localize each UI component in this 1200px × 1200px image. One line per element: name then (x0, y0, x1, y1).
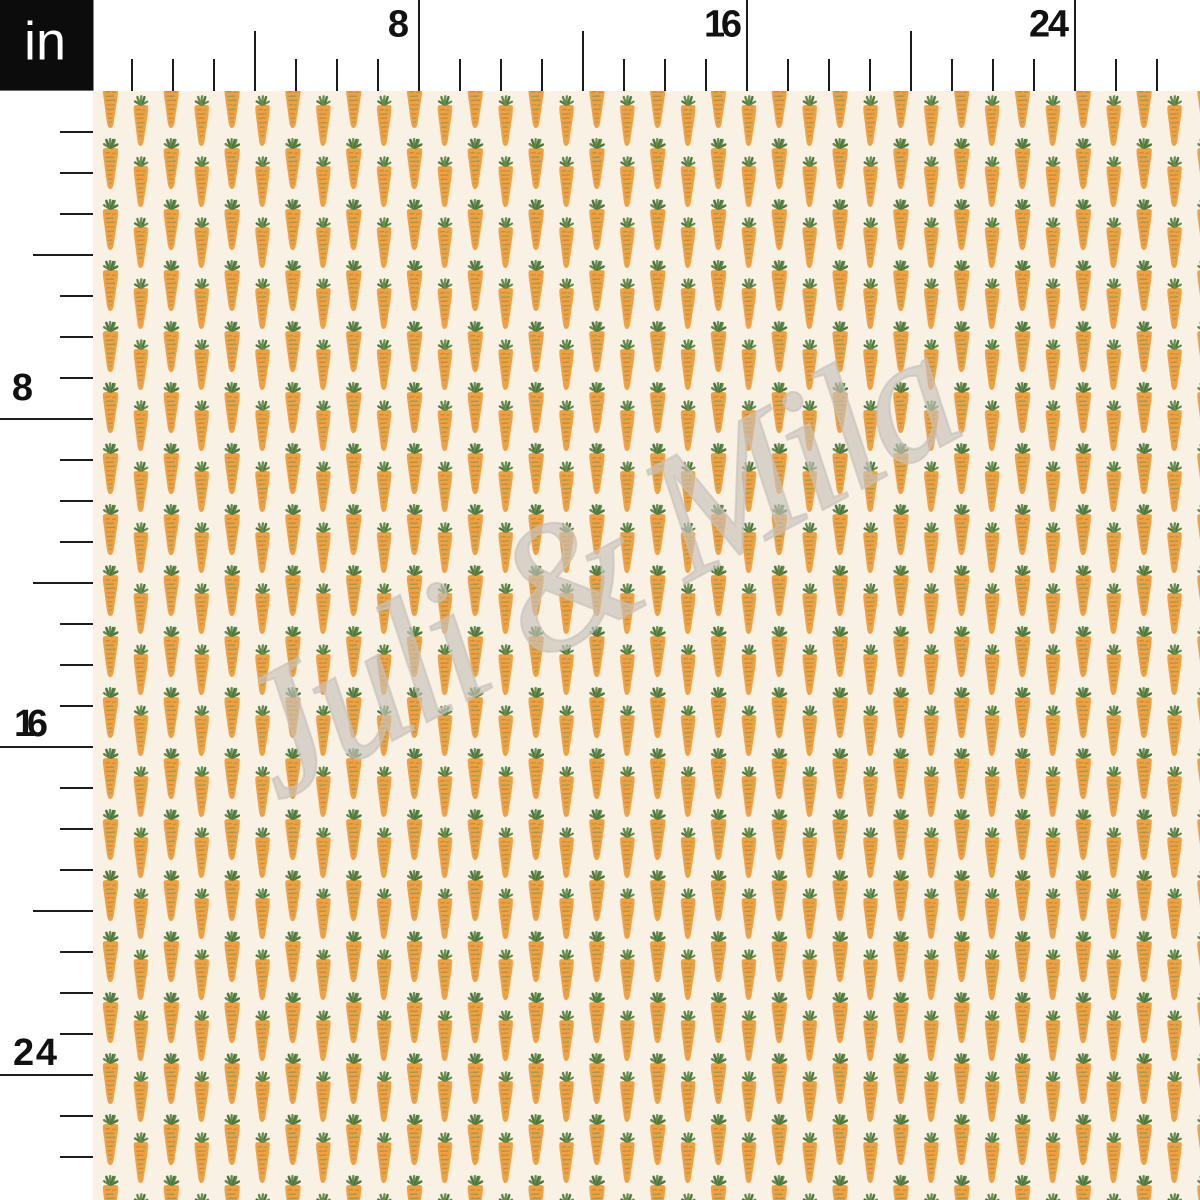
svg-text:16: 16 (14, 703, 48, 745)
svg-text:in: in (24, 12, 66, 72)
svg-text:8: 8 (12, 367, 33, 409)
svg-text:24: 24 (1029, 4, 1069, 46)
svg-text:8: 8 (388, 4, 409, 46)
svg-text:16: 16 (704, 4, 742, 46)
svg-text:24: 24 (13, 1032, 57, 1074)
